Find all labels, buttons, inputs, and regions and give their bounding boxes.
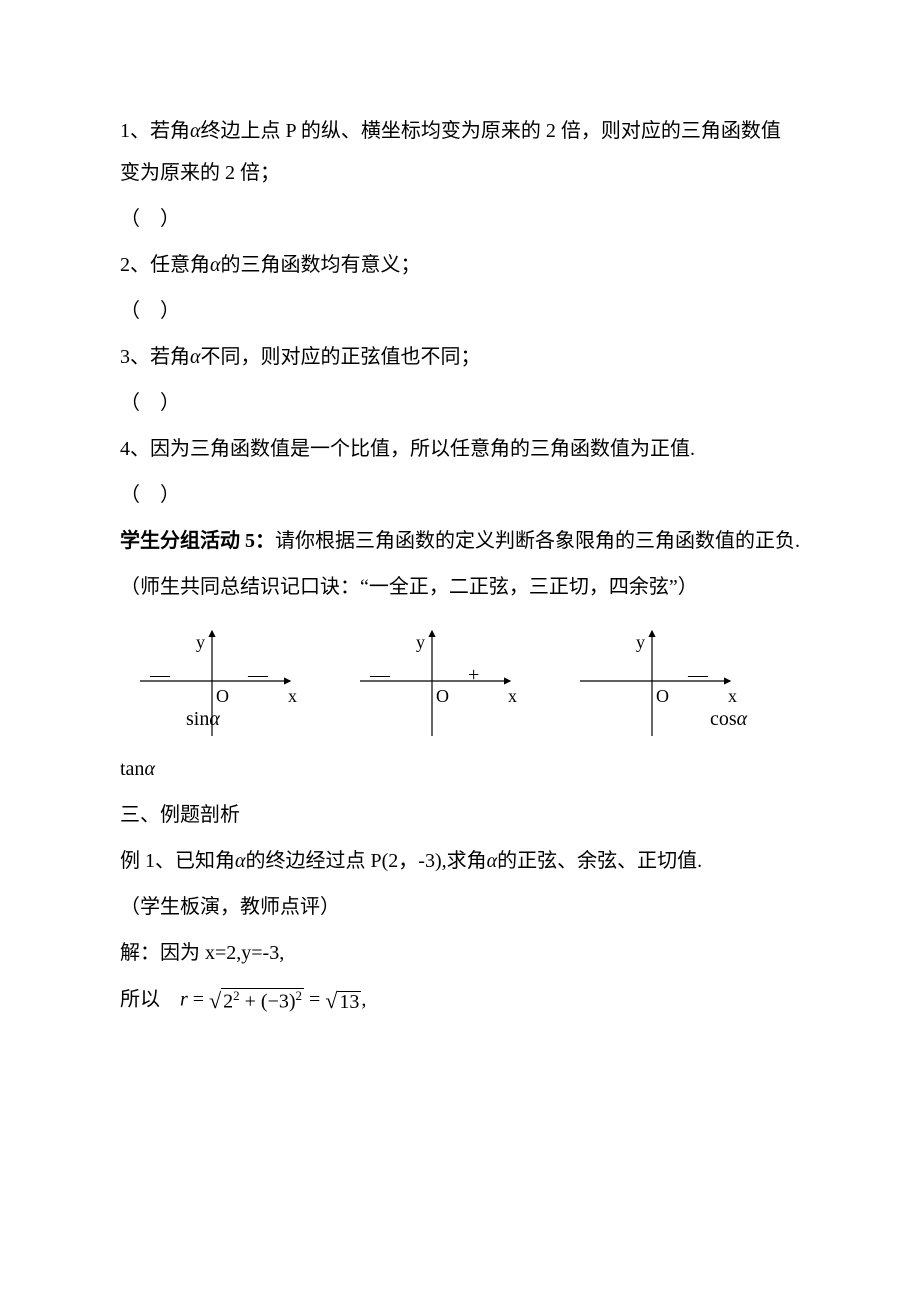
page-container: 1、若角α终边上点 P 的纵、横坐标均变为原来的 2 倍，则对应的三角函数值变为…	[0, 0, 920, 1302]
question-1: 1、若角α终边上点 P 的纵、横坐标均变为原来的 2 倍，则对应的三角函数值变为…	[120, 110, 800, 194]
example-1: 例 1、已知角α的终边经过点 P(2，-3),求角α的正弦、余弦、正切值.	[120, 840, 800, 882]
q3-prefix: 3、若角	[120, 346, 190, 368]
axis-diagrams-row: y x O — — sinα y x O — + y	[120, 626, 800, 746]
q2-sin: —	[150, 654, 170, 696]
q1-alpha: α	[190, 120, 201, 142]
q1-middle: 终边上点 P 的纵、横坐标均变为原来的 2 倍，则对应的三角函数值变为原来的 2…	[120, 120, 781, 184]
mnemonic-line: （师生共同总结识记口诀：“一全正，二正弦，三正切，四余弦”）	[120, 566, 800, 608]
tan-line: tanα	[120, 748, 800, 790]
ylabel-sin: y	[196, 624, 205, 662]
xlabel-sin: x	[288, 678, 297, 716]
olabel-mid: O	[436, 678, 449, 716]
q1-mid: +	[468, 654, 479, 696]
q2-prefix: 2、任意角	[120, 254, 210, 276]
q1-brackets: （ ）	[120, 198, 800, 240]
q1-prefix: 1、若角	[120, 120, 190, 142]
question-2: 2、任意角α的三角函数均有意义；	[120, 244, 800, 286]
activity-text: 请你根据三角函数的定义判断各象限角的三角函数值的正负.	[275, 530, 800, 552]
q1-cos: —	[688, 654, 708, 696]
sol-comma: ,	[361, 989, 366, 1011]
sqrt-1: √22 + (−3)2	[209, 978, 304, 1024]
ex1-mid: 的终边经过点 P(2，-3),求角	[246, 850, 487, 872]
sol-eq2: =	[309, 989, 320, 1011]
ylabel-mid: y	[416, 624, 425, 662]
q2-alpha: α	[210, 254, 221, 276]
axis-diagram-mid: y x O — +	[340, 626, 540, 746]
activity-5: 学生分组活动 5：请你根据三角函数的定义判断各象限角的三角函数值的正负.	[120, 520, 800, 562]
q4-brackets: （ ）	[120, 474, 800, 516]
sol-r: r	[180, 989, 188, 1011]
xlabel-mid: x	[508, 678, 517, 716]
example-1-note: （学生板演，教师点评）	[120, 886, 800, 928]
q3-tail: 不同，则对应的正弦值也不同；	[201, 346, 481, 368]
tan-label: tan	[120, 758, 144, 780]
sqrt-2: √13	[325, 978, 361, 1024]
ex1-tail: 的正弦、余弦、正切值.	[497, 850, 702, 872]
axis-diagram-sin: y x O — — sinα	[120, 626, 320, 746]
sol-eq1: =	[193, 989, 204, 1011]
olabel-cos: O	[656, 678, 669, 716]
q2-mid: —	[370, 654, 390, 696]
ylabel-cos: y	[636, 624, 645, 662]
sol-prefix: 所以	[120, 989, 160, 1011]
ex1-alpha2: α	[487, 850, 498, 872]
question-4: 4、因为三角函数值是一个比值，所以任意角的三角函数值为正值.	[120, 428, 800, 470]
solution-line-2: 所以 r = √22 + (−3)2 = √13,	[120, 978, 800, 1024]
bottom-sin: sinα	[186, 698, 220, 740]
question-3: 3、若角α不同，则对应的正弦值也不同；	[120, 336, 800, 378]
solution-line-1: 解：因为 x=2,y=-3,	[120, 932, 800, 974]
q3-brackets: （ ）	[120, 382, 800, 424]
q1-sin: —	[248, 654, 268, 696]
q2-tail: 的三角函数均有意义；	[221, 254, 421, 276]
ex1-alpha1: α	[235, 850, 246, 872]
ex1-prefix: 例 1、已知角	[120, 850, 235, 872]
section-3-heading: 三、例题剖析	[120, 794, 800, 836]
q2-brackets: （ ）	[120, 290, 800, 332]
q3-alpha: α	[190, 346, 201, 368]
tan-alpha: α	[144, 758, 155, 780]
activity-label: 学生分组活动 5：	[120, 530, 275, 552]
bottom-cos: cosα	[710, 698, 747, 740]
axis-diagram-cos: y x O — cosα	[560, 626, 760, 746]
